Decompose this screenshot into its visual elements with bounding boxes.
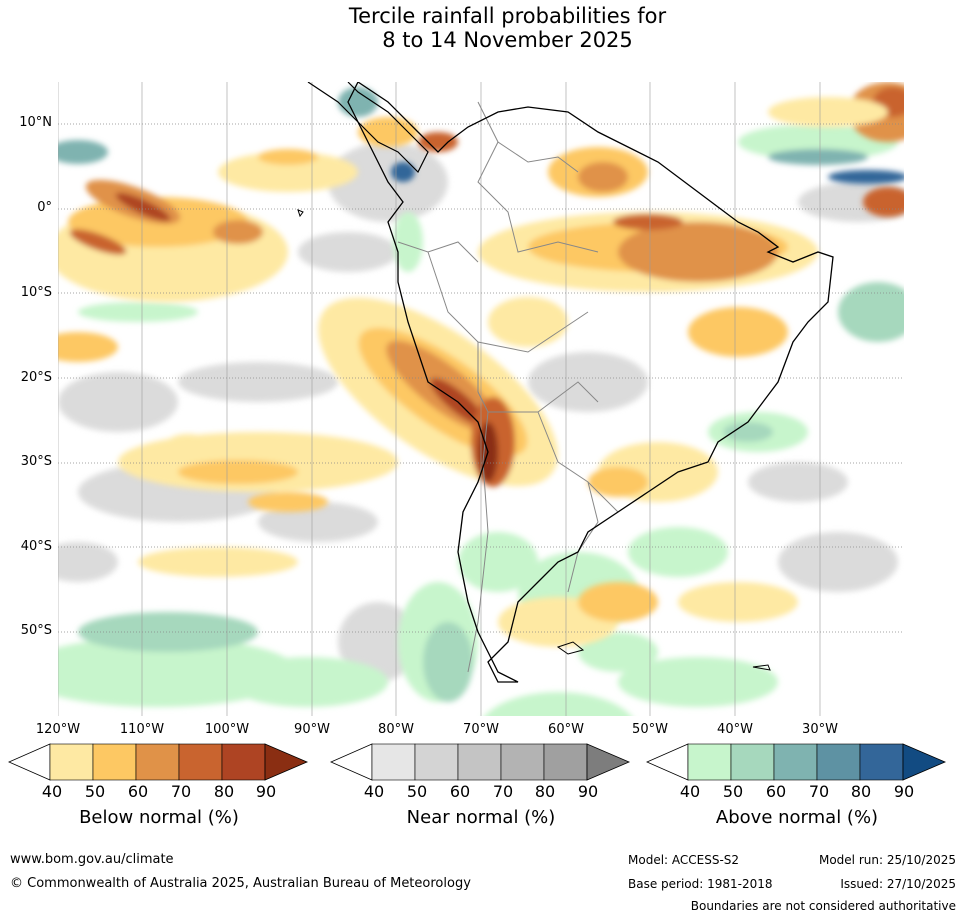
lon-label-70W: 70°W <box>463 722 499 737</box>
title-line-1: Tercile rainfall probabilities for <box>348 4 667 28</box>
colorbar-swatch <box>500 743 545 781</box>
lat-label-40S: 40°S <box>20 539 52 554</box>
south-america-coastline <box>347 82 834 683</box>
tick: 70 <box>170 782 192 801</box>
lat-label-30S: 30°S <box>20 454 52 469</box>
colorbar-swatch <box>543 743 588 781</box>
lon-label-100W: 100°W <box>204 722 250 737</box>
colorbar-extend-low <box>330 743 373 781</box>
lon-label-90W: 90°W <box>294 722 330 737</box>
colorbar-swatch <box>178 743 223 781</box>
legend-title-above: Above normal (%) <box>715 807 879 828</box>
tick: 80 <box>213 782 235 801</box>
falklands <box>556 641 585 655</box>
lon-label-50W: 50°W <box>632 722 668 737</box>
rainfall-probability-map <box>58 82 904 716</box>
colorbar-near-normal <box>330 743 631 781</box>
colorbar-swatch <box>414 743 459 781</box>
lat-label-10S: 10°S <box>20 285 52 300</box>
footer-issued: Issued: 27/10/2025 <box>840 877 956 891</box>
tick: 70 <box>808 782 830 801</box>
colorbar-swatch <box>221 743 266 781</box>
lon-label-60W: 60°W <box>548 722 584 737</box>
tick: 90 <box>893 782 915 801</box>
central-america-coastline <box>307 82 429 174</box>
colorbar-swatch <box>135 743 180 781</box>
tick: 60 <box>449 782 471 801</box>
colorbar-extend-high <box>902 743 947 781</box>
tick: 60 <box>127 782 149 801</box>
lat-label-0: 0° <box>37 200 52 215</box>
lon-label-40W: 40°W <box>717 722 753 737</box>
chart-title: Tercile rainfall probabilities for 8 to … <box>0 4 965 52</box>
colorbar-swatch <box>773 743 818 781</box>
colorbar-below-normal <box>8 743 309 781</box>
colorbar-swatch <box>687 743 732 781</box>
tick: 80 <box>534 782 556 801</box>
title-line-2: 8 to 14 November 2025 <box>382 28 633 52</box>
tick: 50 <box>84 782 106 801</box>
lat-label-50S: 50°S <box>20 623 52 638</box>
lat-label-20S: 20°S <box>20 370 52 385</box>
galapagos <box>297 209 304 218</box>
colorbar-swatch <box>49 743 94 781</box>
country-borders <box>397 101 619 673</box>
colorbar-swatch <box>457 743 502 781</box>
colorbar-extend-high <box>264 743 309 781</box>
tick: 40 <box>41 782 63 801</box>
legend-title-below: Below normal (%) <box>79 807 239 828</box>
tick: 50 <box>722 782 744 801</box>
colorbar-swatch <box>92 743 137 781</box>
colorbar-above-normal <box>646 743 947 781</box>
lat-label-10N: 10°N <box>19 115 52 130</box>
south-georgia <box>752 664 771 671</box>
footer-model: Model: ACCESS-S2 <box>628 853 740 867</box>
footer-base-period: Base period: 1981-2018 <box>628 877 773 891</box>
tick: 90 <box>255 782 277 801</box>
lon-label-110W: 110°W <box>119 722 165 737</box>
tick: 60 <box>765 782 787 801</box>
tick: 40 <box>363 782 385 801</box>
legend-title-near: Near normal (%) <box>406 807 556 828</box>
colorbar-swatch <box>730 743 775 781</box>
footer-url: www.bom.gov.au/climate <box>10 852 174 867</box>
footer-disclaimer: Boundaries are not considered authoritat… <box>690 899 956 913</box>
lon-label-80W: 80°W <box>378 722 414 737</box>
tick: 90 <box>577 782 599 801</box>
footer-model-run: Model run: 25/10/2025 <box>818 853 956 867</box>
colorbar-swatch <box>859 743 904 781</box>
colorbar-extend-low <box>8 743 51 781</box>
colorbar-extend-high <box>586 743 631 781</box>
tick: 50 <box>406 782 428 801</box>
lon-label-30W: 30°W <box>802 722 838 737</box>
colorbar-extend-low <box>646 743 689 781</box>
colorbar-swatch <box>371 743 416 781</box>
tick: 80 <box>850 782 872 801</box>
tick: 70 <box>492 782 514 801</box>
below-normal-areas <box>58 82 904 647</box>
tick: 40 <box>679 782 701 801</box>
footer-copyright: © Commonwealth of Australia 2025, Austra… <box>10 876 471 891</box>
colorbar-swatch <box>816 743 861 781</box>
lon-label-120W: 120°W <box>35 722 81 737</box>
